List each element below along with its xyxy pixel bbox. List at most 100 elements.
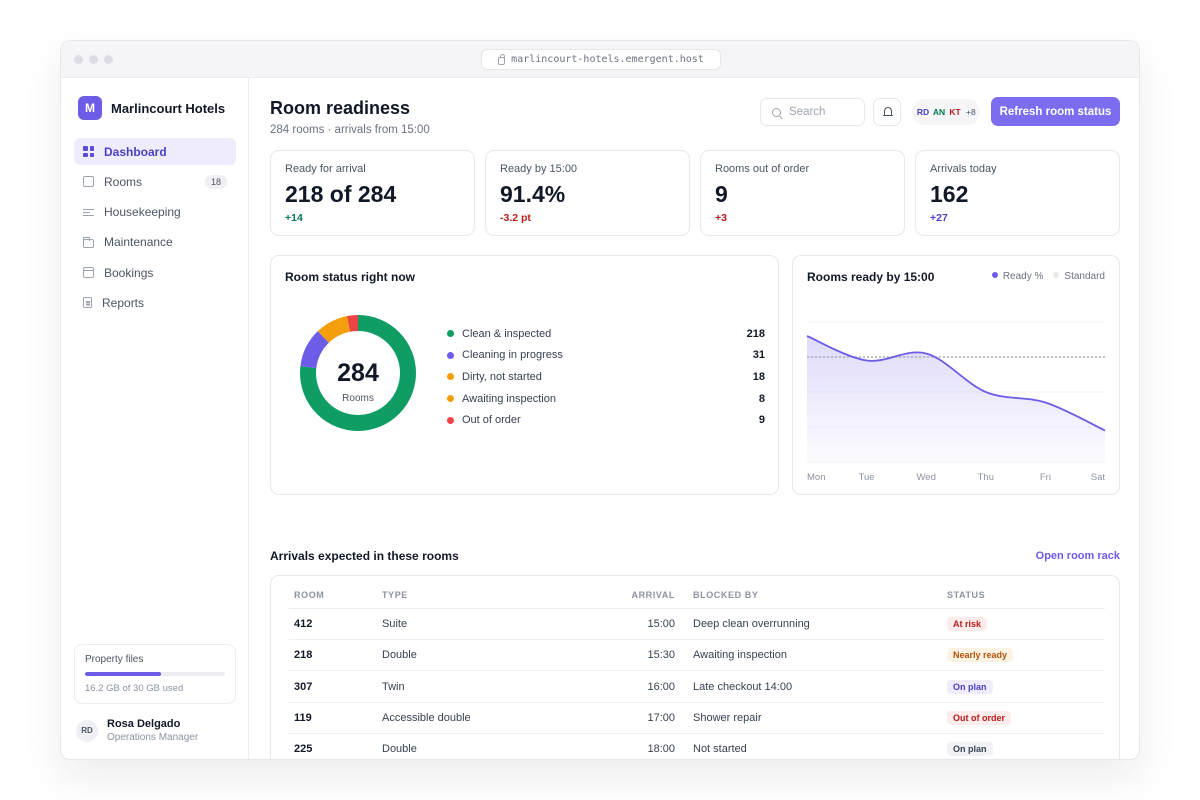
- legend-dot: [447, 416, 454, 424]
- blocked-by: Late checkout 14:00: [693, 680, 793, 693]
- storage-title: Property files: [85, 654, 144, 665]
- user-name: Rosa Delgado: [107, 718, 181, 730]
- blocked-by: Shower repair: [693, 711, 762, 724]
- arrival-time: 18:00: [647, 743, 675, 756]
- search-input[interactable]: Search: [760, 98, 865, 126]
- arrival-time: 16:00: [647, 680, 675, 693]
- table-row[interactable]: 307 Twin 16:00 Late checkout 14:00 On plan: [289, 672, 1105, 703]
- column-header-type[interactable]: TYPE: [382, 590, 408, 600]
- legend-dot: [447, 373, 454, 381]
- legend-row: Cleaning in progress 31: [447, 345, 765, 367]
- column-header-arrival[interactable]: ARRIVAL: [631, 590, 675, 600]
- legend-value: 31: [752, 349, 765, 362]
- sidebar-item-bookings[interactable]: Bookings: [74, 259, 236, 286]
- folder-icon: [82, 236, 94, 248]
- storage-card[interactable]: Property files 16.2 GB of 30 GB used: [74, 644, 236, 704]
- legend-standard: Standard: [1053, 271, 1105, 282]
- legend-ready-label: Ready %: [1002, 271, 1044, 282]
- donut-slice-out-of-order[interactable]: [300, 315, 416, 431]
- calendar-icon: [83, 267, 94, 279]
- column-header-status[interactable]: STATUS: [947, 590, 986, 600]
- legend-value: 218: [746, 327, 765, 340]
- blocked-by: Deep clean overrunning: [693, 618, 810, 630]
- column-header-blocked-by[interactable]: BLOCKED BY: [693, 590, 759, 600]
- sidebar-item-rooms[interactable]: Rooms 18: [74, 168, 236, 195]
- table-header-divider: [289, 608, 1105, 609]
- x-tick-label: Sat: [1091, 472, 1106, 483]
- rooms-ready-chart: Mon Tue Wed Thu Fri Sat: [806, 321, 1106, 483]
- status-badge: Out of order: [947, 710, 1011, 725]
- room-number: 119: [294, 711, 312, 724]
- room-number: 218: [294, 649, 313, 662]
- avatar: RD: [76, 719, 98, 742]
- ready-series-line[interactable]: [806, 335, 1106, 432]
- sidebar-item-label: Housekeeping: [104, 205, 181, 220]
- chart-legend: Ready % Standard: [991, 271, 1105, 282]
- table-row[interactable]: 225 Double 18:00 Not started On plan: [289, 734, 1105, 759]
- legend-ready: Ready %: [991, 271, 1044, 282]
- column-header-room[interactable]: ROOM: [294, 590, 325, 600]
- room-type: Suite: [382, 618, 408, 630]
- room-number: 225: [294, 743, 313, 756]
- blocked-by: Awaiting inspection: [693, 649, 787, 662]
- ready-area-fill: [807, 336, 1105, 462]
- sidebar-item-maintenance[interactable]: Maintenance: [74, 229, 236, 256]
- room-type: Accessible double: [382, 711, 471, 724]
- table-row[interactable]: 218 Double 15:30 Awaiting inspection Nearly …: [289, 640, 1105, 672]
- page-title: Room readiness: [270, 98, 411, 118]
- cube-icon: [83, 176, 94, 188]
- table-row[interactable]: 119 Accessible double 17:00 Shower repair Ou…: [289, 703, 1105, 734]
- legend-dot: [447, 395, 454, 403]
- kpi-value: 162: [930, 181, 969, 207]
- room-type: Twin: [382, 680, 405, 693]
- kpi-card-rooms-out-of-order: Rooms out of order 9 +3: [700, 150, 905, 236]
- legend-value: 18: [752, 370, 765, 383]
- table-row[interactable]: 412 Suite 15:00 Deep clean overrunning At ri…: [289, 609, 1105, 640]
- user-profile[interactable]: RD Rosa Delgado Operations Manager: [76, 718, 198, 743]
- kpi-delta: +14: [285, 212, 303, 224]
- status-badge: On plan: [947, 742, 993, 757]
- kpi-delta: +3: [715, 212, 727, 224]
- legend-row: Dirty, not started 18: [447, 366, 765, 388]
- window-zoom-dot[interactable]: [104, 55, 113, 64]
- legend-row: Clean & inspected 218: [447, 323, 765, 345]
- sidebar-item-dashboard[interactable]: Dashboard: [74, 138, 236, 165]
- refresh-room-status-button[interactable]: Refresh room status: [991, 97, 1120, 126]
- room-status-legend: Clean & inspected 218 Cleaning in progress…: [447, 323, 765, 431]
- legend-label: Out of order: [462, 414, 521, 427]
- donut-center-value: 284: [337, 359, 379, 387]
- sidebar-item-housekeeping[interactable]: Housekeeping: [74, 199, 236, 226]
- arrival-time: 15:00: [647, 618, 675, 630]
- brand[interactable]: M Marlincourt Hotels: [78, 96, 225, 120]
- arrivals-table: ROOM TYPE ARRIVAL BLOCKED BY STATUS 412 S…: [270, 575, 1120, 759]
- open-room-rack-link[interactable]: Open room rack: [1035, 550, 1120, 562]
- sidebar-item-label: Maintenance: [104, 235, 173, 250]
- status-badge: At risk: [947, 617, 988, 631]
- arrival-time: 17:00: [647, 711, 675, 724]
- x-tick-label: Mon: [807, 472, 825, 483]
- legend-label: Awaiting inspection: [462, 392, 556, 405]
- room-type: Double: [382, 743, 417, 756]
- room-number: 307: [294, 680, 313, 693]
- room-status-donut: 284 Rooms: [300, 315, 416, 431]
- kpi-card-ready-by-1500: Ready by 15:00 91.4% -3.2 pt: [485, 150, 690, 236]
- team-avatars[interactable]: RD AN KT +8: [912, 99, 980, 125]
- sidebar-item-label: Dashboard: [104, 144, 167, 159]
- sidebar-item-label: Bookings: [104, 265, 154, 280]
- sidebar-item-reports[interactable]: Reports: [74, 289, 236, 316]
- window-minimize-dot[interactable]: [89, 55, 98, 64]
- room-number: 412: [294, 618, 313, 630]
- storage-progress-fill: [85, 672, 161, 676]
- page-subtitle: 284 rooms · arrivals from 15:00: [270, 124, 430, 136]
- rooms-count-badge: 18: [204, 175, 227, 190]
- kpi-card-ready-for-arrival: Ready for arrival 218 of 284 +14: [270, 150, 475, 236]
- arrival-time: 15:30: [647, 649, 675, 662]
- kpi-label: Rooms out of order: [715, 163, 810, 175]
- search-placeholder: Search: [789, 106, 826, 118]
- address-bar[interactable]: marlincourt-hotels.emergent.host: [481, 49, 721, 70]
- notifications-button[interactable]: [873, 98, 901, 126]
- sidebar-item-label: Reports: [102, 295, 145, 310]
- x-tick-label: Fri: [1040, 472, 1051, 483]
- window-close-dot[interactable]: [74, 55, 83, 64]
- brand-logo: M: [78, 96, 102, 120]
